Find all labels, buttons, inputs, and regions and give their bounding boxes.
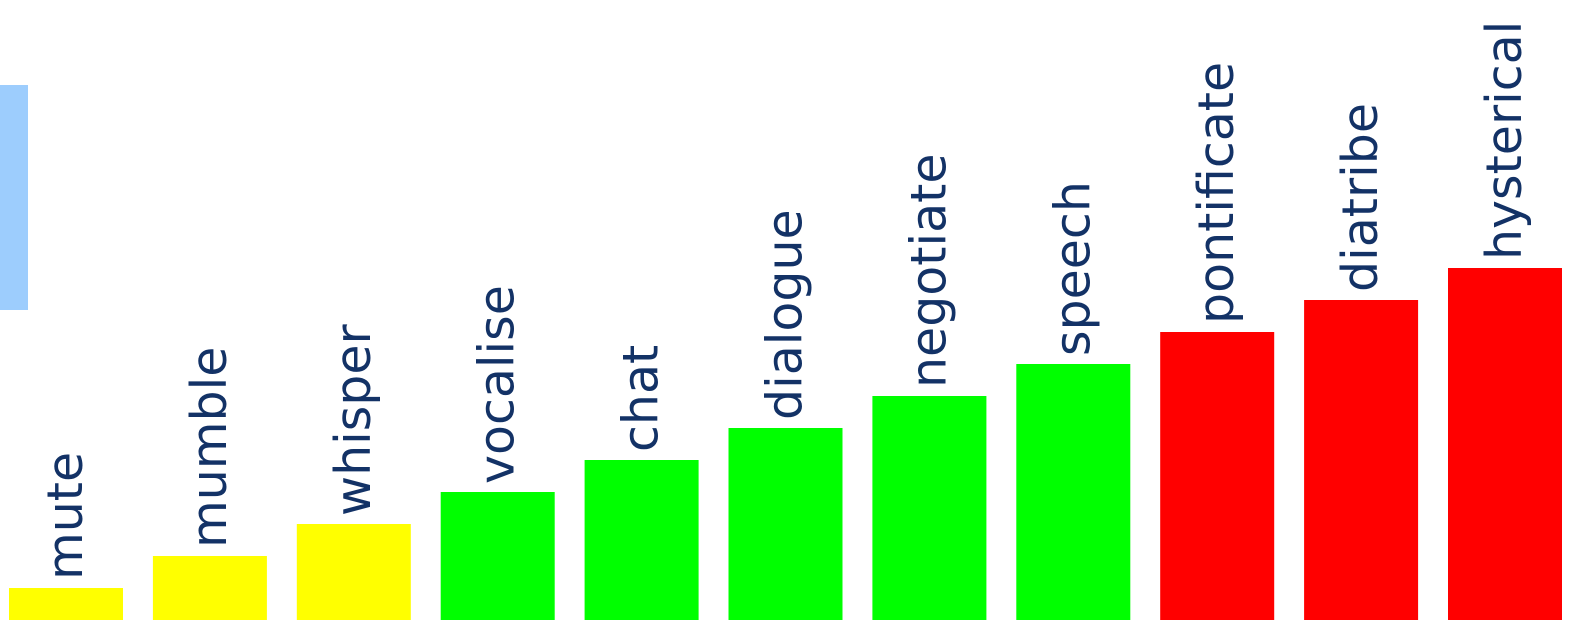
- bar-chat: [584, 460, 699, 620]
- bar-label-mumble: mumble: [181, 347, 238, 548]
- bar-hysterical: [1448, 268, 1562, 620]
- bar-label-dialogue: dialogue: [757, 209, 814, 420]
- bar-label-speech: speech: [1044, 181, 1101, 356]
- bar-label-diatribe: diatribe: [1332, 103, 1389, 292]
- bar-label-chat: chat: [613, 345, 670, 452]
- bar-mumble: [152, 556, 267, 620]
- bar-pontificate: [1160, 332, 1275, 620]
- bar-whisper: [296, 524, 411, 620]
- side-accent-bar: [0, 85, 28, 310]
- bar-label-vocalise: vocalise: [469, 285, 526, 484]
- bar-vocalise: [440, 492, 555, 620]
- bar-label-whisper: whisper: [325, 323, 382, 516]
- bar-mute: [9, 588, 123, 620]
- bar-label-negotiate: negotiate: [900, 154, 957, 389]
- bar-label-mute: mute: [37, 452, 94, 580]
- bar-label-pontificate: pontificate: [1188, 62, 1245, 324]
- bar-negotiate: [872, 396, 987, 620]
- bar-label-hysterical: hysterical: [1476, 21, 1533, 260]
- bar-diatribe: [1304, 300, 1419, 620]
- bar-dialogue: [728, 428, 843, 620]
- bar-speech: [1016, 364, 1131, 620]
